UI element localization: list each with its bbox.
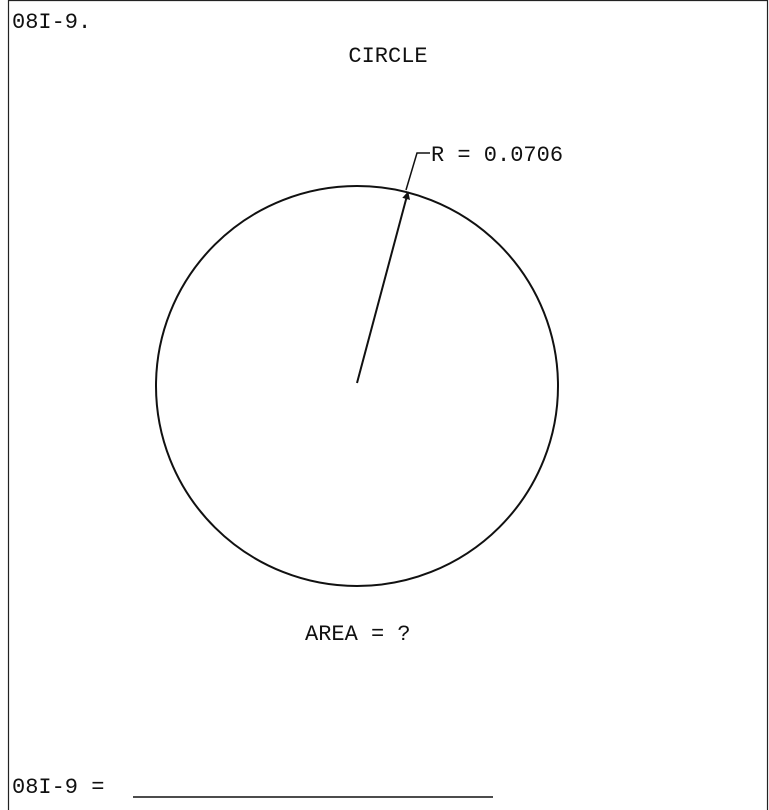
problem-id: 08I-9. (12, 10, 91, 35)
circle (155, 185, 559, 587)
frame (7, 0, 769, 810)
question: AREA = ? (305, 622, 411, 647)
radius-arrow (356, 191, 411, 384)
answer-label: 08I-9 = (12, 775, 104, 800)
leader-line (405, 152, 430, 191)
title: CIRCLE (348, 44, 427, 69)
radius-label: R = 0.0706 (431, 143, 563, 168)
